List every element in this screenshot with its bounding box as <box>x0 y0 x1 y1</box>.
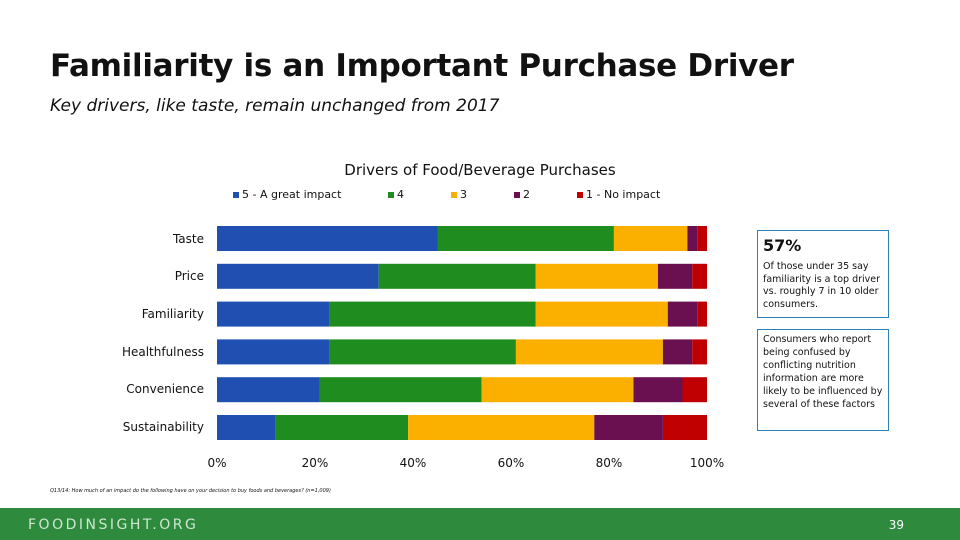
bar-segment-familiarity-2 <box>329 301 536 327</box>
category-label-healthfulness: Healthfulness <box>121 345 204 359</box>
bar-segment-convenience-4 <box>633 377 683 403</box>
bar-segment-price-1 <box>217 263 379 289</box>
bar-segment-sustainability-4 <box>594 415 663 440</box>
bar-segment-taste-3 <box>613 226 688 251</box>
legend-swatch-3 <box>451 191 457 198</box>
category-label-price: Price <box>174 269 204 283</box>
legend-swatch-1 <box>577 191 583 198</box>
callout-text: Of those under 35 say familiarity is a t… <box>763 261 881 310</box>
bar-segment-healthfulness-1 <box>217 339 330 365</box>
bar-segment-sustainability-5 <box>662 415 707 440</box>
x-tick-0: 0% <box>207 456 227 470</box>
legend-item-2: 2 <box>514 188 530 201</box>
category-label-sustainability: Sustainability <box>122 420 204 434</box>
legend-swatch-5 <box>233 191 239 198</box>
bar-segment-healthfulness-2 <box>329 339 516 365</box>
bar-segment-price-2 <box>378 263 536 289</box>
bar-segment-convenience-3 <box>481 377 634 403</box>
page-number: 39 <box>888 518 904 532</box>
bar-segment-healthfulness-4 <box>662 339 693 365</box>
slide-title: Familiarity is an Important Purchase Dri… <box>50 48 794 84</box>
footer-brand: FOODINSIGHT.ORG <box>28 517 199 533</box>
x-tick-20: 20% <box>301 456 329 470</box>
legend-label-1: 1 - No impact <box>586 188 661 201</box>
category-label-taste: Taste <box>172 232 204 246</box>
x-tick-60: 60% <box>497 456 525 470</box>
bar-segment-price-5 <box>692 263 707 289</box>
legend-label-5: 5 - A great impact <box>242 188 342 201</box>
footer-bar: FOODINSIGHT.ORG 39 <box>0 508 960 540</box>
chart-title: Drivers of Food/Beverage Purchases <box>344 161 616 179</box>
bar-segment-sustainability-2 <box>275 415 409 440</box>
category-label-convenience: Convenience <box>126 382 204 396</box>
bar-segment-taste-4 <box>687 226 698 251</box>
category-label-familiarity: Familiarity <box>141 307 204 321</box>
callout-text: Consumers who report being confused by c… <box>763 334 883 410</box>
callout-confused-consumers: Consumers who report being confused by c… <box>757 329 889 431</box>
legend-label-4: 4 <box>397 188 404 201</box>
bar-segment-convenience-5 <box>682 377 707 403</box>
bar-segment-taste-5 <box>697 226 707 251</box>
legend-label-2: 2 <box>523 188 530 201</box>
chart-legend: 5 - A great impact 4 3 2 1 - No impact <box>0 188 960 204</box>
bar-segment-healthfulness-5 <box>692 339 707 365</box>
bar-segment-familiarity-1 <box>217 301 330 327</box>
legend-swatch-4 <box>388 191 394 198</box>
bar-segment-sustainability-3 <box>408 415 595 440</box>
legend-item-1: 1 - No impact <box>577 188 660 201</box>
bar-segment-healthfulness-3 <box>515 339 663 365</box>
legend-item-3: 3 <box>451 188 467 201</box>
bar-segment-price-3 <box>535 263 658 289</box>
legend-label-3: 3 <box>460 188 467 201</box>
callout-familiarity-age: 57% Of those under 35 say familiarity is… <box>757 230 889 318</box>
bar-segment-price-4 <box>658 263 693 289</box>
bar-segment-familiarity-5 <box>697 301 707 327</box>
bar-segment-sustainability-1 <box>217 415 276 440</box>
x-tick-100: 100% <box>689 456 725 470</box>
callout-percent: 57% <box>763 236 802 255</box>
slide-subtitle: Key drivers, like taste, remain unchange… <box>50 96 500 116</box>
bar-segment-familiarity-4 <box>667 301 698 327</box>
bar-segment-taste-2 <box>437 226 614 251</box>
bar-segment-taste-1 <box>217 226 438 251</box>
bar-segment-convenience-1 <box>217 377 320 403</box>
legend-item-5: 5 - A great impact <box>233 188 341 201</box>
bar-segment-familiarity-3 <box>535 301 668 327</box>
survey-footnote: Q13/14: How much of an impact do the fol… <box>50 488 331 494</box>
x-tick-40: 40% <box>399 456 427 470</box>
legend-swatch-2 <box>514 191 520 198</box>
legend-item-4: 4 <box>388 188 404 201</box>
x-tick-80: 80% <box>595 456 623 470</box>
bar-segment-convenience-2 <box>319 377 482 403</box>
